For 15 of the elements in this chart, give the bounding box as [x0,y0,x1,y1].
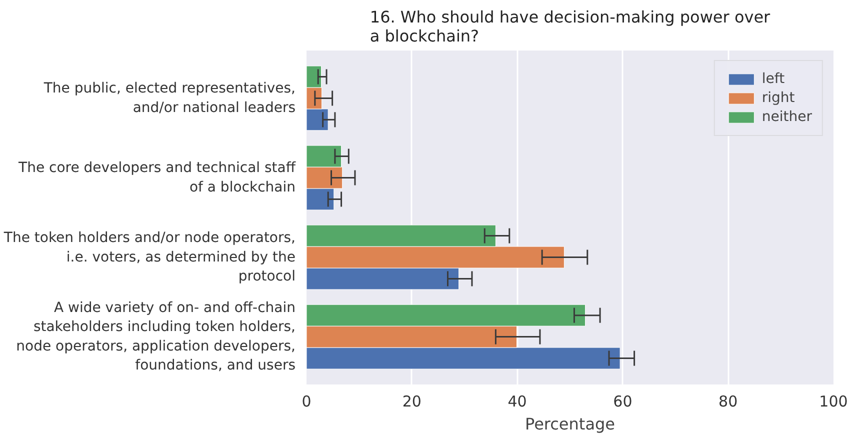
x-tick-label: 40 [508,392,527,410]
chart-title: 16. Who should have decision-making power over a blockchain? [370,8,771,46]
legend-label: neither [762,109,812,125]
y-tick-label: The core developers and technical staff of a blockchain [18,160,296,196]
y-tick-label: The token holders and/or node operators, i.e. voters, as determined by the protocol [2,230,296,284]
x-tick-label: 60 [613,392,632,410]
legend-label: right [762,90,795,106]
y-tick-label: A wide variety of on- and off-chain stakeholders including token holders, node operators, application developers, foundations, and users [16,300,296,374]
x-tick-label: 80 [718,392,738,410]
x-tick-label: 100 [819,392,848,410]
x-axis-title: Percentage [524,414,616,434]
x-tick-label: 0 [302,392,312,410]
legend-label: left [762,71,785,87]
y-tick-label: The public, elected representatives, and/or national leaders [42,80,296,116]
x-tick-label: 20 [402,392,422,410]
